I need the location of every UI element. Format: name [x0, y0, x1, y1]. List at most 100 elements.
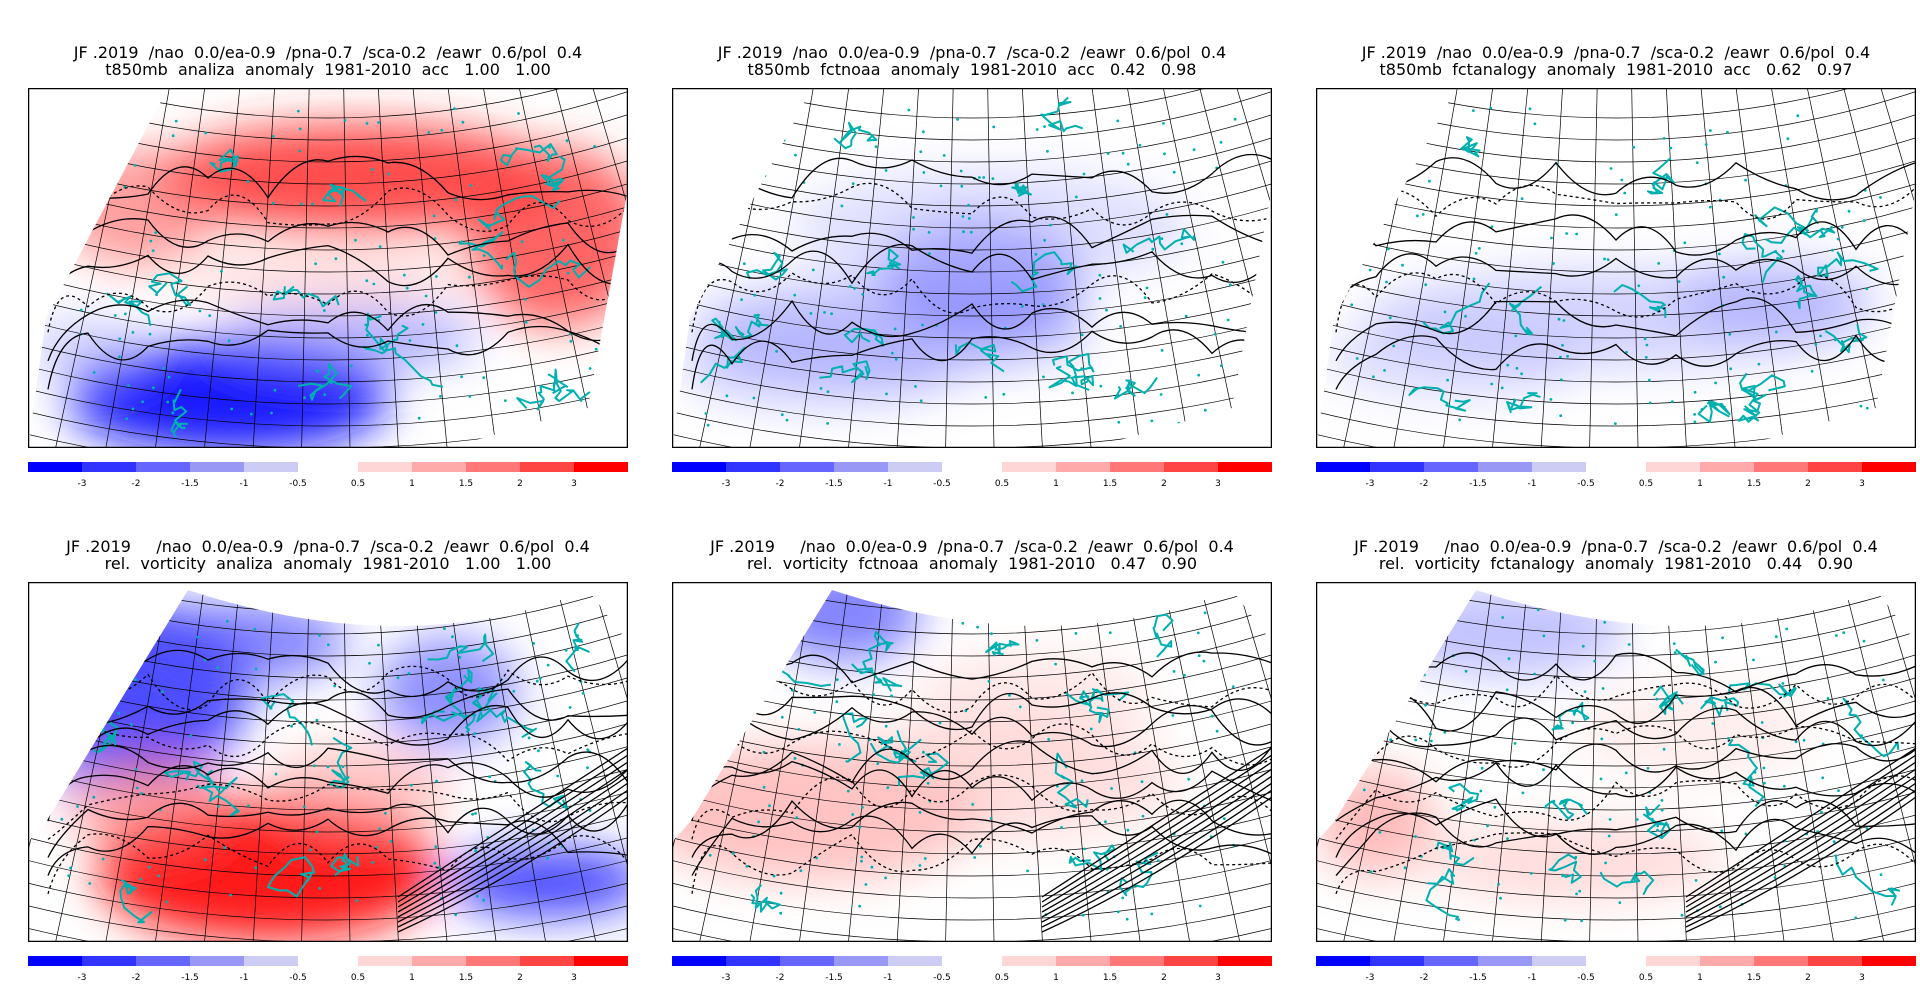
colorbar-swatch-positive	[1218, 462, 1272, 472]
map-frame	[1316, 88, 1916, 448]
colorbar-swatch-negative	[888, 956, 942, 966]
colorbar-tick-label: 0.5	[995, 479, 1009, 489]
colorbar-swatch-positive	[1646, 462, 1700, 472]
coastlines	[1408, 136, 1879, 423]
colorbar-tick-label: 2	[1161, 479, 1167, 489]
colorbar-tick-label: 3	[1859, 973, 1865, 983]
colorbar-swatch-positive	[1164, 462, 1218, 472]
anomaly-shading	[1386, 590, 1626, 677]
panel-title-line2: t850mb analiza anomaly 1981-2010 acc 1.0…	[105, 60, 551, 79]
colorbar-tick-label: 3	[571, 973, 577, 983]
colorbar-swatch-negative	[136, 956, 190, 966]
colorbar-swatch-positive	[1754, 462, 1808, 472]
colorbar-swatch-negative	[1478, 462, 1532, 472]
colorbar-swatch-negative	[28, 462, 82, 472]
colorbar-swatch-positive	[1700, 956, 1754, 966]
map-panel: JF .2019 /nao 0.0/ea-0.9 /pna-0.7 /sca-0…	[28, 538, 628, 983]
map-svg	[672, 88, 1272, 448]
colorbar-tick-label: -0.5	[1577, 973, 1595, 983]
colorbar-tick-label: -1.5	[181, 973, 199, 983]
map-svg	[28, 88, 628, 448]
colorbar-tick-label: -3	[722, 973, 731, 983]
panel-title-line2: rel. vorticity analiza anomaly 1981-2010…	[104, 554, 552, 573]
colorbar-swatch-negative	[672, 462, 726, 472]
anomaly-shading	[28, 318, 148, 378]
colorbar-tick-label: -0.5	[1577, 479, 1595, 489]
map-sector	[1316, 88, 1916, 448]
colorbar-swatch-positive	[520, 462, 574, 472]
colorbar-swatch-positive	[358, 462, 412, 472]
colorbar-swatch-negative	[244, 462, 298, 472]
map-svg	[672, 582, 1272, 942]
colorbar-tick-label: 2	[1161, 973, 1167, 983]
panel-title-line1: JF .2019 /nao 0.0/ea-0.9 /pna-0.7 /sca-0…	[1361, 43, 1871, 62]
anomaly-map	[28, 88, 628, 448]
colorbar-tick-label: -3	[1366, 479, 1375, 489]
colorbar-tick-label: 0.5	[1639, 973, 1653, 983]
colorbar-tick-label: 0.5	[351, 973, 365, 983]
map-panel: JF .2019 /nao 0.0/ea-0.9 /pna-0.7 /sca-0…	[672, 44, 1272, 489]
colorbar-swatch-negative	[726, 462, 780, 472]
anomaly-shading	[468, 148, 628, 328]
colorbar-tick-label: 3	[1859, 479, 1865, 489]
colorbar-tick-label: -0.5	[933, 479, 951, 489]
colorbar-tick-label: 1.5	[1747, 479, 1761, 489]
colorbar-tick-label: 2	[517, 479, 523, 489]
colorbar-swatch-positive	[1218, 956, 1272, 966]
colorbar-swatch-negative	[1424, 462, 1478, 472]
map-sector	[672, 590, 1272, 942]
colorbar-tick-label: -3	[1366, 973, 1375, 983]
colorbar-tick-label: 1.5	[459, 479, 473, 489]
colorbar-swatch-positive	[358, 956, 412, 966]
lat-lon-grid	[28, 88, 628, 448]
map-sector	[28, 590, 628, 942]
colorbar-swatch-positive	[1110, 956, 1164, 966]
colorbar: -3 -2 -1.5 -1 -0.5 0.5 1 1.5 2 3	[28, 956, 628, 986]
colorbar-swatch-negative	[1316, 956, 1370, 966]
colorbar-tick-label: 1	[409, 479, 415, 489]
colorbar-tick-label: -0.5	[289, 479, 307, 489]
colorbar-tick-label: 0.5	[1639, 479, 1653, 489]
colorbar-swatch-positive	[1110, 462, 1164, 472]
colorbar-swatch-positive	[412, 462, 466, 472]
colorbar-swatch-negative	[190, 462, 244, 472]
colorbar-swatch-positive	[412, 956, 466, 966]
anomaly-map	[28, 582, 628, 942]
colorbar-swatch-positive	[1808, 462, 1862, 472]
colorbar-tick-label: -1	[1528, 973, 1537, 983]
colorbar-swatch-positive	[574, 462, 628, 472]
map-sector	[28, 88, 628, 448]
colorbar-tick-label: -2	[1420, 973, 1429, 983]
anomaly-map	[672, 88, 1272, 448]
map-sector	[672, 88, 1272, 448]
panel-title-line1: JF .2019 /nao 0.0/ea-0.9 /pna-0.7 /sca-0…	[73, 43, 583, 62]
colorbar: -3 -2 -1.5 -1 -0.5 0.5 1 1.5 2 3	[672, 956, 1272, 986]
colorbar-tick-label: 2	[1805, 479, 1811, 489]
map-panel: JF .2019 /nao 0.0/ea-0.9 /pna-0.7 /sca-0…	[1316, 538, 1916, 983]
anomaly-shading	[1316, 767, 1436, 877]
coastlines	[72, 622, 590, 924]
colorbar-swatch-negative	[136, 462, 190, 472]
colorbar-tick-label: 1	[1697, 479, 1703, 489]
anomaly-map	[1316, 582, 1916, 942]
colorbar-swatch-positive	[466, 462, 520, 472]
colorbar-swatch-negative	[1532, 462, 1586, 472]
colorbar-tick-label: -1.5	[825, 479, 843, 489]
coastlines	[700, 96, 1195, 400]
colorbar-swatch-positive	[1808, 956, 1862, 966]
colorbar-tick-label: -3	[78, 973, 87, 983]
colorbar-swatch-negative	[1478, 956, 1532, 966]
colorbar-tick-label: -1.5	[825, 973, 843, 983]
colorbar-tick-label: 1.5	[1103, 973, 1117, 983]
anomaly-shading	[378, 637, 518, 747]
colorbar-swatch-positive	[466, 956, 520, 966]
contour-lines	[1335, 157, 1916, 390]
colorbar-tick-label: -1	[884, 479, 893, 489]
colorbar-swatch-positive	[1056, 956, 1110, 966]
colorbar-tick-label: -3	[722, 479, 731, 489]
colorbar-tick-label: -3	[78, 479, 87, 489]
colorbar-swatch-positive	[520, 956, 574, 966]
colorbar-swatch-negative	[1532, 956, 1586, 966]
colorbar-swatch-positive	[1862, 462, 1916, 472]
colorbar-tick-label: -1	[1528, 479, 1537, 489]
